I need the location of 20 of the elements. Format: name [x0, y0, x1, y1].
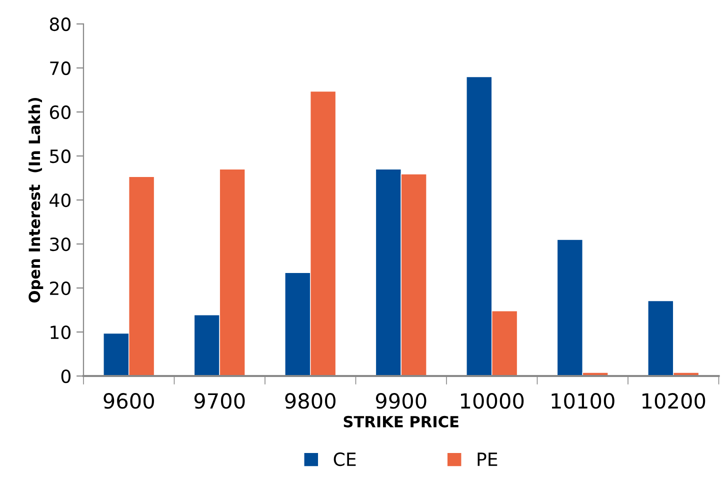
x-tick-label: 9700 [194, 393, 245, 409]
y-tick-label: 80 [50, 17, 70, 32]
y-tick-label: 40 [50, 193, 70, 208]
x-axis-title: STRIKE PRICE [344, 416, 458, 428]
x-tick-label: 10000 [461, 393, 524, 409]
y-tick-label: 50 [50, 149, 70, 164]
y-axis-title: Open Interest (In Lakh) [28, 98, 44, 302]
y-tick-label: 0 [61, 369, 70, 384]
y-tick-label: 70 [50, 61, 70, 76]
y-tick-label: 10 [50, 325, 70, 340]
y-tick-label: 20 [50, 281, 70, 296]
x-tick-label: 9800 [285, 393, 336, 409]
legend-label: PE [478, 452, 498, 466]
x-tick-label: 10200 [642, 393, 706, 409]
x-tick-label: 9900 [376, 393, 426, 409]
y-tick-label: 60 [50, 105, 70, 120]
y-tick-label: 30 [50, 237, 70, 252]
x-tick-label: 10100 [552, 393, 614, 409]
x-tick-label: 9600 [104, 393, 154, 409]
legend-label: CE [334, 452, 356, 466]
